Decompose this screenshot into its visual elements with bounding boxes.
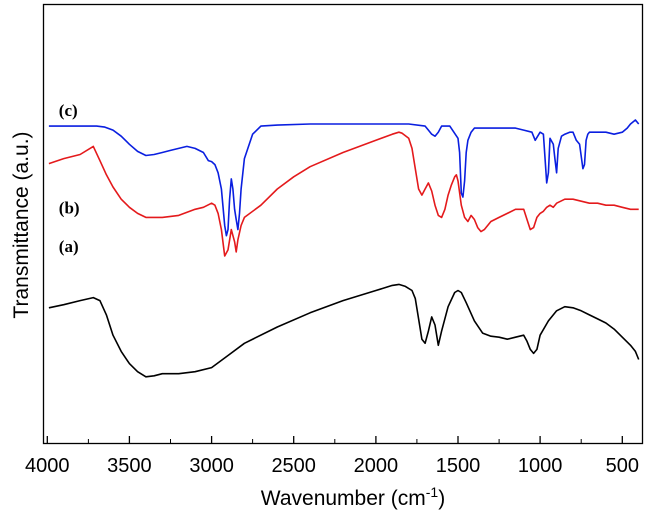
x-tick-label: 3500 (107, 455, 152, 477)
y-axis-label: Transmittance (a.u.) (10, 131, 33, 318)
x-axis-ticks: 4000 3500 3000 2500 2000 1500 1000 500 (25, 436, 639, 477)
x-axis-label-sup: -1 (426, 484, 439, 500)
x-tick-label: 2000 (354, 455, 399, 477)
x-axis-label: Wavenumber (cm-1) (261, 484, 445, 510)
x-tick-label: 1000 (518, 455, 563, 477)
x-axis-label-text: Wavenumber (cm (261, 487, 426, 510)
x-tick-label: 500 (606, 455, 639, 477)
series-line-b (48, 131, 639, 257)
x-axis-label-close: ) (438, 487, 445, 510)
series-label-c: (c) (59, 101, 78, 120)
plot-frame (42, 3, 644, 445)
series-labels: (a) (b) (c) (59, 101, 80, 256)
x-tick-label: 4000 (25, 455, 70, 477)
series-layer (48, 119, 640, 378)
series-line-c (48, 119, 640, 237)
series-label-b: (b) (59, 198, 80, 217)
series-label-a: (a) (59, 237, 79, 256)
x-tick-label: 2500 (271, 455, 316, 477)
x-tick-label: 3000 (189, 455, 234, 477)
series-line-a (48, 283, 640, 378)
x-tick-label: 1500 (436, 455, 481, 477)
